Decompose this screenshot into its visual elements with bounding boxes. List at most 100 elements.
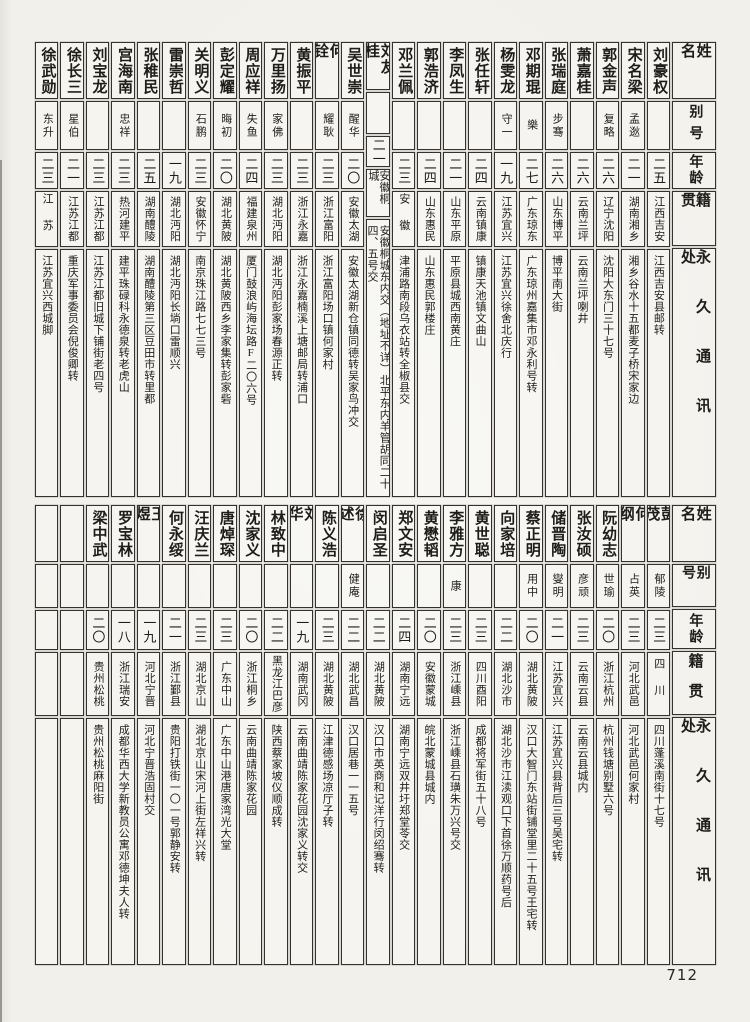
person-column: 郭金声 复略 二六 辽宁沈阳 沈阳大东门三十七号	[595, 42, 620, 497]
address-cell: 湖南醴陵第三区豆田市转里都	[136, 249, 161, 497]
address-cell: 重庆军事委员会倪俊卿转	[60, 249, 84, 497]
person-column: 周应祥 失鱼 二四 福建泉州 厦门鼓浪屿海坛路F二〇六号	[238, 42, 263, 497]
address-cell: 陕西蔡家坡仪顺成转	[264, 718, 288, 965]
name-cell: 彭定耀	[213, 42, 237, 99]
name-cell: 唐焯琛	[213, 505, 237, 562]
name-cell: 何纲	[621, 505, 645, 562]
age-cell: 二〇	[213, 152, 237, 189]
age-cell: 二四	[417, 152, 441, 189]
alias-cell	[289, 564, 314, 608]
column-header: 籍贯	[672, 190, 716, 247]
column-header: 永久通讯处	[672, 716, 716, 965]
address-cell: 四川蓬溪南街十七号	[646, 718, 670, 965]
address-cell: 镇康天池镇文曲山	[468, 249, 492, 497]
alias-cell: 星伯	[60, 101, 84, 150]
native-cell	[60, 652, 84, 716]
age-cell	[34, 610, 59, 650]
person-column: 何纲 占英 二三 河北武邑 河北武邑何家村	[621, 505, 645, 965]
address-cell: 江苏江都旧城下铺街老四号	[85, 249, 110, 497]
alias-cell: 守一	[493, 101, 518, 150]
name-cell: 关明义	[187, 42, 212, 99]
person-column: 徐武勋 东升 二三 江苏 江苏宜兴西城脚	[34, 42, 59, 497]
person-column: 何永绥 二一 浙江鄞县 贵阳打铁街一〇一号郭静安转	[162, 505, 186, 965]
address-cell: 贵州松桃麻阳街	[85, 718, 110, 965]
native-cell: 湖北沔阳	[264, 191, 288, 247]
age-cell: 二二	[340, 610, 365, 650]
name-cell: 雷崇哲	[162, 42, 186, 99]
native-cell: 四川	[646, 652, 670, 716]
alias-cell	[366, 564, 390, 608]
name-cell: 储晋陶	[544, 505, 569, 562]
address-cell: 建平珠碌科永德泉转老虎山	[111, 249, 135, 497]
name-cell: 黄振平	[289, 42, 314, 99]
name-cell: 吴世崇	[340, 42, 365, 99]
person-column: 刘华 一九 湖南武冈 云南曲靖陈家花园沈家义转交	[289, 505, 314, 965]
person-column: 罗宝林 一八 浙江瑞安 成都华西大学新教员公寓邓德坤夫人转	[111, 505, 135, 965]
address-cell: 河北宁晋浩固村交	[136, 718, 161, 965]
native-cell: 湖北黄陂	[213, 191, 237, 247]
age-cell: 二一	[544, 610, 569, 650]
age-cell: 二六	[570, 152, 594, 189]
address-cell: 汉口居巷一一五号	[340, 718, 365, 965]
name-cell: 张任轩	[468, 42, 492, 99]
native-cell: 湖北沔阳	[162, 191, 186, 247]
name-cell: 何永绥	[162, 505, 186, 562]
name-cell: 张瑞庭	[544, 42, 569, 99]
person-column: 黄世聪 二三 四川酉阳 成都将军街五十八号	[468, 505, 492, 965]
name-cell: 彭茂	[646, 505, 670, 562]
person-column: 萧嘉桂 二六 云南兰坪 云南兰坪喇井	[570, 42, 594, 497]
name-cell: 李凤生	[442, 42, 467, 99]
age-cell: 二三	[34, 152, 59, 189]
header-column: 姓名 别号 年龄 籍贯 永久通讯处	[672, 42, 716, 497]
alias-cell: 郁陵	[646, 564, 670, 608]
age-cell: 二三	[315, 152, 339, 189]
native-cell: 河北宁晋	[136, 652, 161, 716]
native-cell: 热河建平	[111, 191, 135, 247]
name-cell	[60, 505, 84, 562]
address-cell: 厦门鼓浪屿海坛路F二〇六号	[238, 249, 263, 497]
name-cell: 罗宝林	[111, 505, 135, 562]
person-column: 李凤生 二一 山东平原 平原县城西南黄庄	[442, 42, 467, 497]
address-cell: 湖北沙市江渎观口下首徐万顺药号后	[493, 718, 518, 965]
address-cell: 成都华西大学新教员公寓邓德坤夫人转	[111, 718, 135, 965]
person-column: 汪庆兰 二三 湖北京山 湖北京山宋河上街左祥兴转	[187, 505, 212, 965]
address-cell: 浙江嵊县石璜朱万兴号交	[442, 718, 467, 965]
address-cell: 河北武邑何家村	[621, 718, 645, 965]
address-cell: 广东中山港唐家湾光大堂	[213, 718, 237, 965]
person-column: 刘友桂 二一 安徽桐城 安徽桐城东内交（地址不详）北平东内羊管胡同二十四、五号交	[366, 42, 390, 497]
native-cell	[34, 652, 59, 716]
name-cell: 黄世聪	[468, 505, 492, 562]
age-cell: 二〇	[595, 610, 620, 650]
name-cell: 杨雯龙	[493, 42, 518, 99]
address-cell: 山东惠民郭楼庄	[417, 249, 441, 497]
alias-cell: 燮明	[544, 564, 569, 608]
person-column	[34, 505, 59, 965]
alias-cell: 石鹏	[187, 101, 212, 150]
age-cell: 二三	[187, 610, 212, 650]
address-cell: 江西吉安县邮转	[646, 249, 670, 497]
age-cell: 二六	[544, 152, 569, 189]
address-cell: 津浦路南段乌衣站转全椒县交	[391, 249, 416, 497]
age-cell: 二一	[162, 610, 186, 650]
alias-cell: 世瑜	[595, 564, 620, 608]
alias-cell	[289, 101, 314, 150]
age-cell: 二二	[264, 610, 288, 650]
alias-cell	[570, 101, 594, 150]
native-cell: 贵州松桃	[85, 652, 110, 716]
age-cell: 二三	[391, 152, 416, 189]
header-column: 姓名 别号 年龄 籍贯 永久通讯处	[672, 505, 716, 965]
age-cell: 二三	[621, 610, 645, 650]
person-column: 阮幼志 世瑜 二〇 浙江杭州 杭州钱塘别墅六号	[595, 505, 620, 965]
person-column: 郑文安 二四 湖南宁远 湖南宁远双井圩郑堂苓交	[391, 505, 416, 965]
address-cell: 江苏宜兴西城脚	[34, 249, 59, 497]
alias-cell	[417, 564, 441, 608]
address-cell: 贵阳打铁街一〇一号郭静安转	[162, 718, 186, 965]
age-cell: 二〇	[238, 610, 263, 650]
native-cell: 山东博平	[544, 191, 569, 247]
alias-cell: 失鱼	[238, 101, 263, 150]
alias-cell: 樂	[519, 101, 543, 150]
age-cell: 二〇	[519, 610, 543, 650]
person-column: 万里扬 家佛 二三 湖北沔阳 湖北沔阳彭家场春源正转	[264, 42, 288, 497]
person-column: 王煜 一九 河北宁晋 河北宁晋浩固村交	[136, 505, 161, 965]
native-cell: 湖南醴陵	[136, 191, 161, 247]
